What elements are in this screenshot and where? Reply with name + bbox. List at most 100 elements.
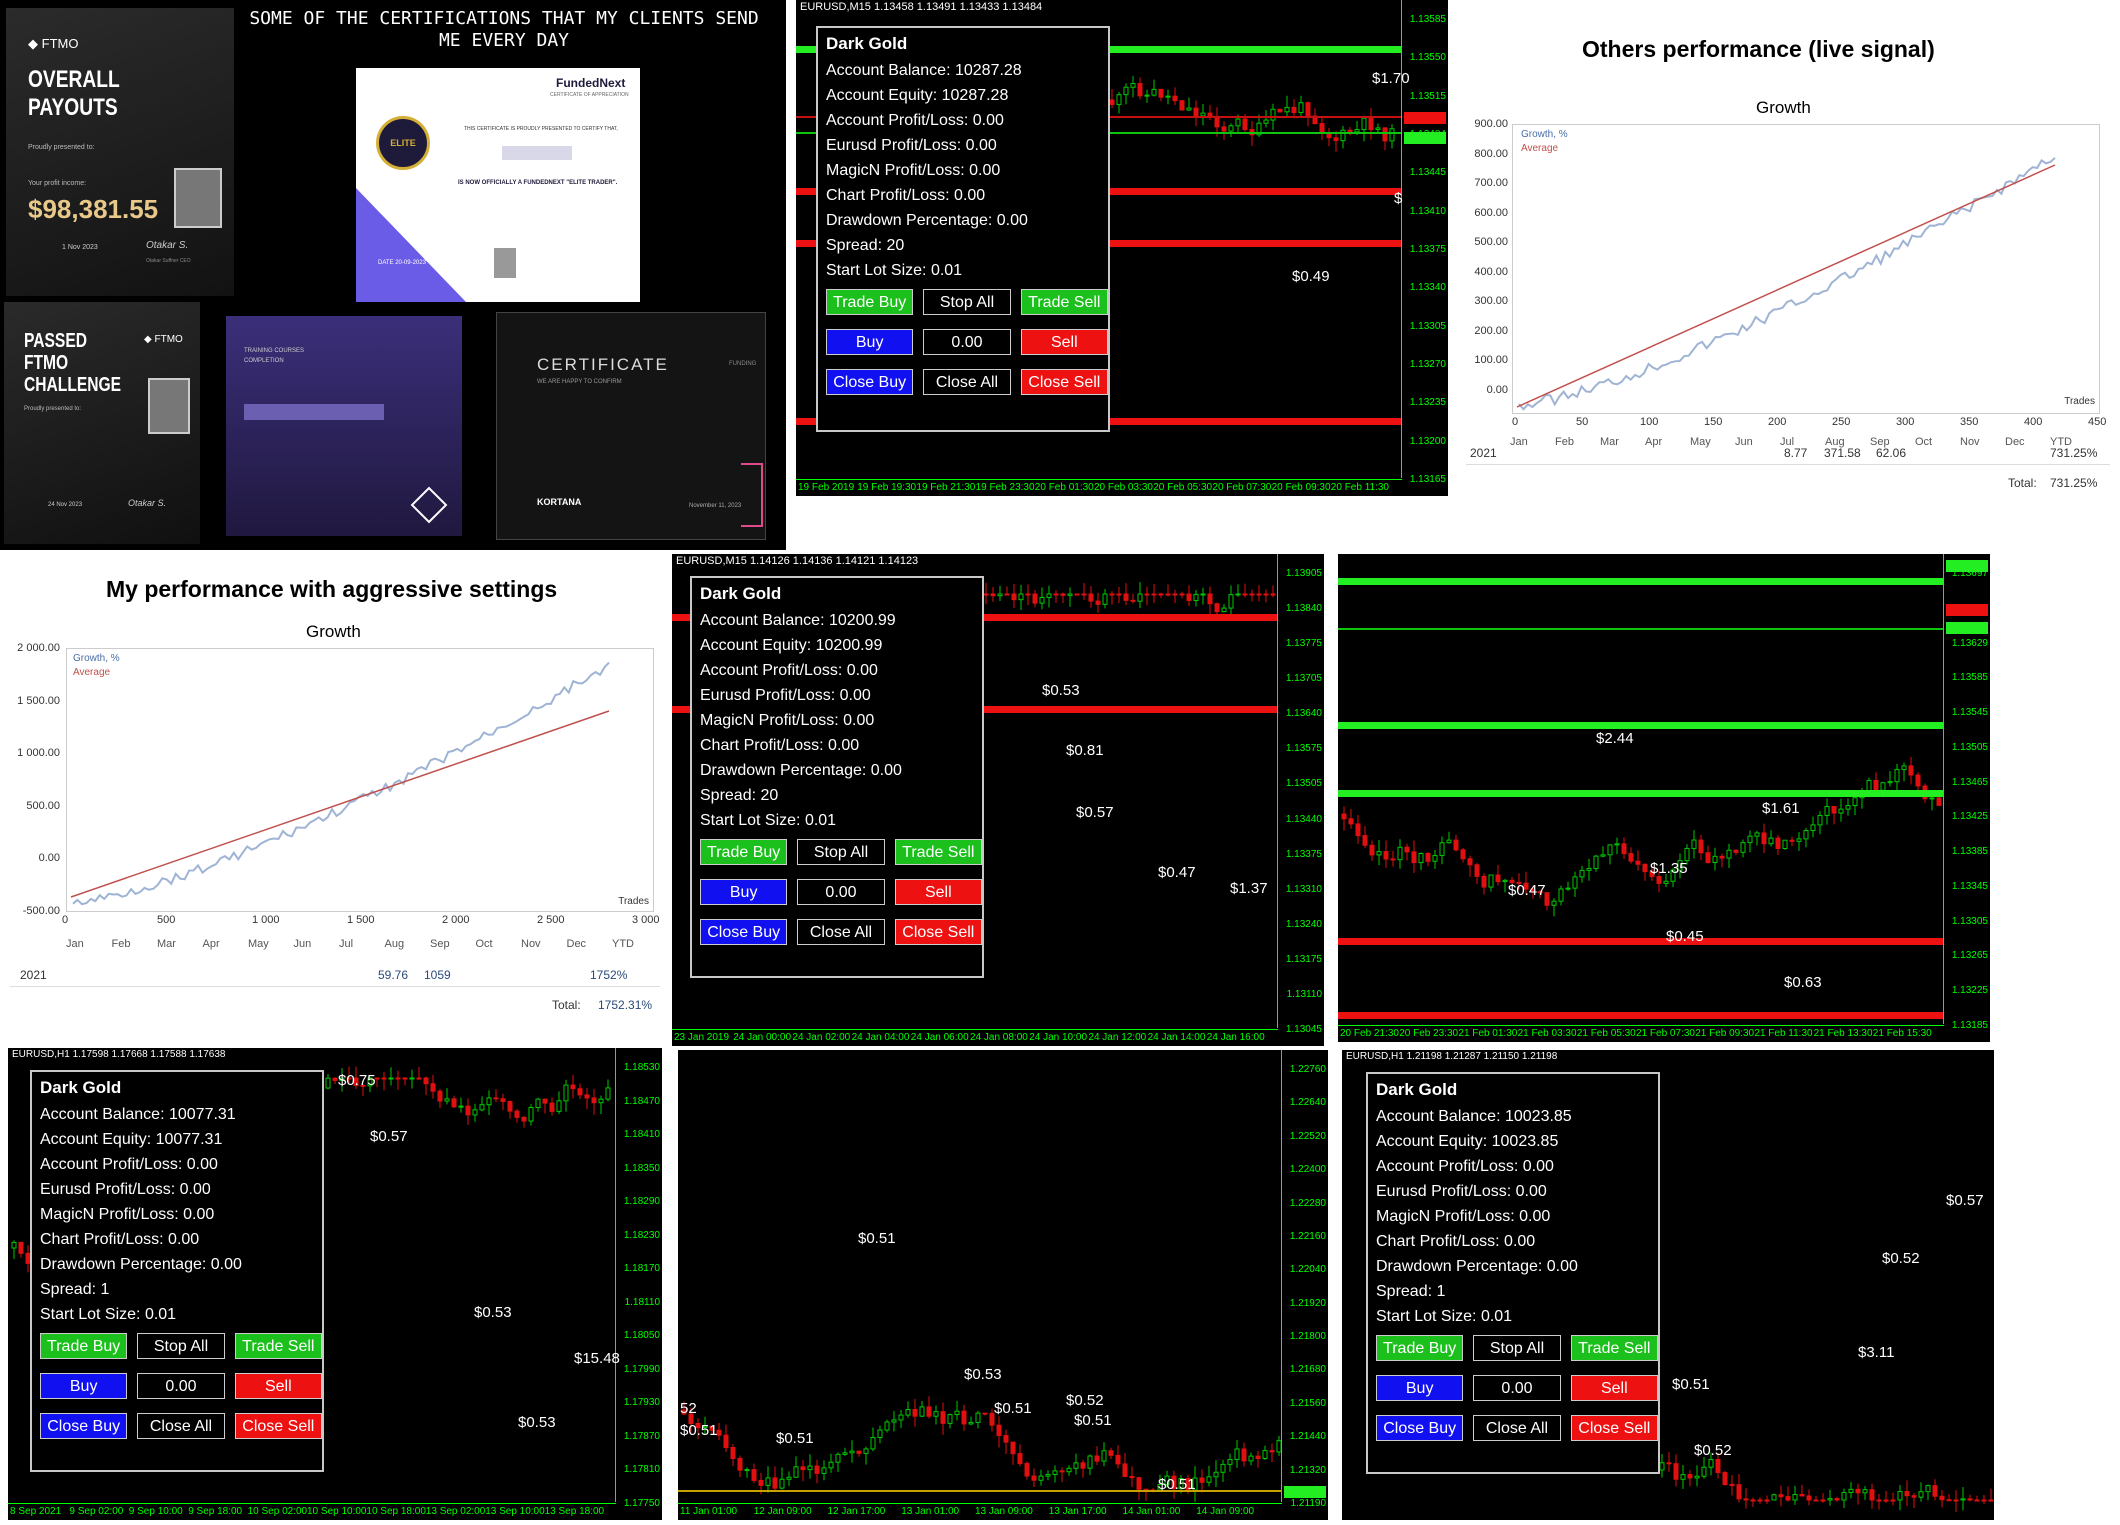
candles-area bbox=[681, 1396, 1282, 1502]
others-total: 731.25% bbox=[2050, 476, 2098, 490]
y-tick: 1 000.00 bbox=[17, 747, 60, 759]
profit-label: $0.51 bbox=[776, 1430, 814, 1447]
close-buy-button[interactable]: Close Buy bbox=[1376, 1415, 1464, 1441]
close-all-button[interactable]: Close All bbox=[797, 919, 885, 945]
candle-body bbox=[1754, 832, 1760, 837]
month-header: Mar bbox=[157, 938, 176, 950]
trade-sell-button[interactable]: Trade Sell bbox=[894, 839, 982, 865]
mt4-chart-4[interactable]: EURUSD,H1 1.17598 1.17668 1.17588 1.1763… bbox=[8, 1048, 662, 1520]
stop-all-button[interactable]: Stop All bbox=[137, 1333, 225, 1359]
mt4-chart-6[interactable]: EURUSD,H1 1.21198 1.21287 1.21150 1.2119… bbox=[1342, 1050, 1994, 1520]
price-axis: 1.13905 1.13840 1.13775 1.13705 1.13640 1.135… bbox=[1277, 554, 1324, 1035]
price-tick: 1.13305 bbox=[1409, 320, 1446, 332]
buy-button[interactable]: Buy bbox=[40, 1373, 128, 1399]
close-all-button[interactable]: Close All bbox=[137, 1413, 225, 1439]
candle-body bbox=[1102, 593, 1108, 605]
time-tick: 9 Sep 02:00 bbox=[69, 1506, 124, 1517]
candle-body bbox=[975, 1412, 981, 1423]
price-tick: 1.21320 bbox=[1289, 1464, 1326, 1476]
close-buy-button[interactable]: Close Buy bbox=[700, 919, 788, 945]
profit-label: $0.47 bbox=[1158, 864, 1196, 881]
close-all-button[interactable]: Close All bbox=[1473, 1415, 1561, 1441]
x-tick: 1 000 bbox=[252, 914, 280, 926]
candle-body bbox=[1705, 852, 1711, 863]
lot-input[interactable]: 0.00 bbox=[923, 329, 1011, 355]
stop-all-button[interactable]: Stop All bbox=[797, 839, 885, 865]
candle-body bbox=[1200, 593, 1206, 596]
candle-body bbox=[1897, 1491, 1903, 1501]
candle-body bbox=[1193, 593, 1199, 601]
candle-body bbox=[1348, 818, 1354, 825]
candle-body bbox=[1031, 1475, 1037, 1481]
time-tick: 24 Jan 14:00 bbox=[1147, 1032, 1206, 1043]
mt4-chart-5[interactable]: 1.22760 1.22640 1.22520 1.22400 1.22280 1.221… bbox=[678, 1050, 1328, 1520]
close-sell-button[interactable]: Close Sell bbox=[1570, 1415, 1658, 1441]
close-buy-button[interactable]: Close Buy bbox=[826, 369, 914, 395]
trade-sell-button[interactable]: Trade Sell bbox=[234, 1333, 322, 1359]
price-tick: 1.13840 bbox=[1285, 603, 1322, 615]
close-buy-button[interactable]: Close Buy bbox=[40, 1413, 128, 1439]
lot-input[interactable]: 0.00 bbox=[137, 1373, 225, 1399]
trade-sell-button[interactable]: Trade Sell bbox=[1020, 289, 1108, 315]
price-tag-red bbox=[1946, 604, 1988, 616]
trade-sell-button[interactable]: Trade Sell bbox=[1570, 1335, 1658, 1361]
grid-level-green bbox=[1338, 578, 1944, 585]
price-tick: 1.22280 bbox=[1289, 1197, 1326, 1209]
trade-buy-button[interactable]: Trade Buy bbox=[1376, 1335, 1464, 1361]
candle-body bbox=[1193, 107, 1199, 117]
payout-amount: $98,381.55 bbox=[28, 194, 159, 224]
stop-all-button[interactable]: Stop All bbox=[923, 289, 1011, 315]
month-header: YTD bbox=[2050, 436, 2072, 448]
time-axis: 23 Jan 2019 24 Jan 00:00 24 Jan 02:00 24 Ja… bbox=[672, 1029, 1278, 1046]
mt4-chart-1[interactable]: EURUSD,M15 1.13458 1.13491 1.13433 1.134… bbox=[796, 0, 1448, 496]
grid-level-thin-green bbox=[1338, 628, 1944, 630]
sell-button[interactable]: Sell bbox=[1570, 1375, 1658, 1401]
lot-input[interactable]: 0.00 bbox=[797, 879, 885, 905]
close-sell-button[interactable]: Close Sell bbox=[234, 1413, 322, 1439]
price-tick: 1.17810 bbox=[623, 1464, 660, 1476]
stop-all-button[interactable]: Stop All bbox=[1473, 1335, 1561, 1361]
close-sell-button[interactable]: Close Sell bbox=[894, 919, 982, 945]
candle-body bbox=[688, 1413, 694, 1424]
candle-body bbox=[1642, 863, 1648, 873]
candle-body bbox=[1890, 1499, 1896, 1502]
candle-body bbox=[528, 1106, 534, 1122]
buy-button[interactable]: Buy bbox=[1376, 1375, 1464, 1401]
mt4-chart-3[interactable]: 1.136971.136651.136291.135851.135451.135… bbox=[1338, 554, 1990, 1042]
lot-input[interactable]: 0.00 bbox=[1473, 1375, 1561, 1401]
trade-buy-button[interactable]: Trade Buy bbox=[700, 839, 788, 865]
time-axis: 20 Feb 21:30 20 Feb 23:30 21 Feb 01:30 21 F… bbox=[1338, 1025, 1944, 1042]
time-tick: 10 Sep 02:00 bbox=[247, 1506, 308, 1517]
candle-body bbox=[1946, 1499, 1952, 1502]
candle-body bbox=[1039, 596, 1045, 604]
candle-body bbox=[395, 1077, 401, 1080]
time-axis: 19 Feb 2019 19 Feb 19:30 19 Feb 21:30 19 Fe… bbox=[796, 479, 1402, 496]
y-tick: 200.00 bbox=[1474, 324, 1508, 337]
sell-button[interactable]: Sell bbox=[1020, 329, 1108, 355]
candle-body bbox=[1389, 128, 1395, 142]
close-sell-button[interactable]: Close Sell bbox=[1020, 369, 1108, 395]
candle-body bbox=[1736, 1484, 1742, 1500]
candle-body bbox=[1813, 1499, 1819, 1502]
x-tick: 50 bbox=[1576, 416, 1589, 428]
candle-body bbox=[926, 1406, 932, 1417]
ftmo-icon: ◆ bbox=[28, 36, 38, 51]
trade-buy-button[interactable]: Trade Buy bbox=[826, 289, 914, 315]
candle-body bbox=[353, 1077, 359, 1086]
buy-button[interactable]: Buy bbox=[700, 879, 788, 905]
candle-body bbox=[1165, 593, 1171, 596]
candle-body bbox=[1362, 835, 1368, 846]
close-all-button[interactable]: Close All bbox=[923, 369, 1011, 395]
candle-body bbox=[1390, 858, 1396, 861]
others-aug: 371.58 bbox=[1824, 446, 1861, 460]
sell-button[interactable]: Sell bbox=[234, 1373, 322, 1399]
mt4-chart-2[interactable]: EURUSD,M15 1.14126 1.14136 1.14121 1.141… bbox=[672, 554, 1324, 1046]
month-header: Apr bbox=[1645, 436, 1663, 448]
buy-button[interactable]: Buy bbox=[826, 329, 914, 355]
candle-body bbox=[605, 1087, 611, 1100]
training-name-blur bbox=[244, 404, 384, 420]
profit-label: $0.53 bbox=[518, 1414, 556, 1431]
trade-buy-button[interactable]: Trade Buy bbox=[40, 1333, 128, 1359]
candle-body bbox=[507, 1101, 513, 1112]
sell-button[interactable]: Sell bbox=[894, 879, 982, 905]
